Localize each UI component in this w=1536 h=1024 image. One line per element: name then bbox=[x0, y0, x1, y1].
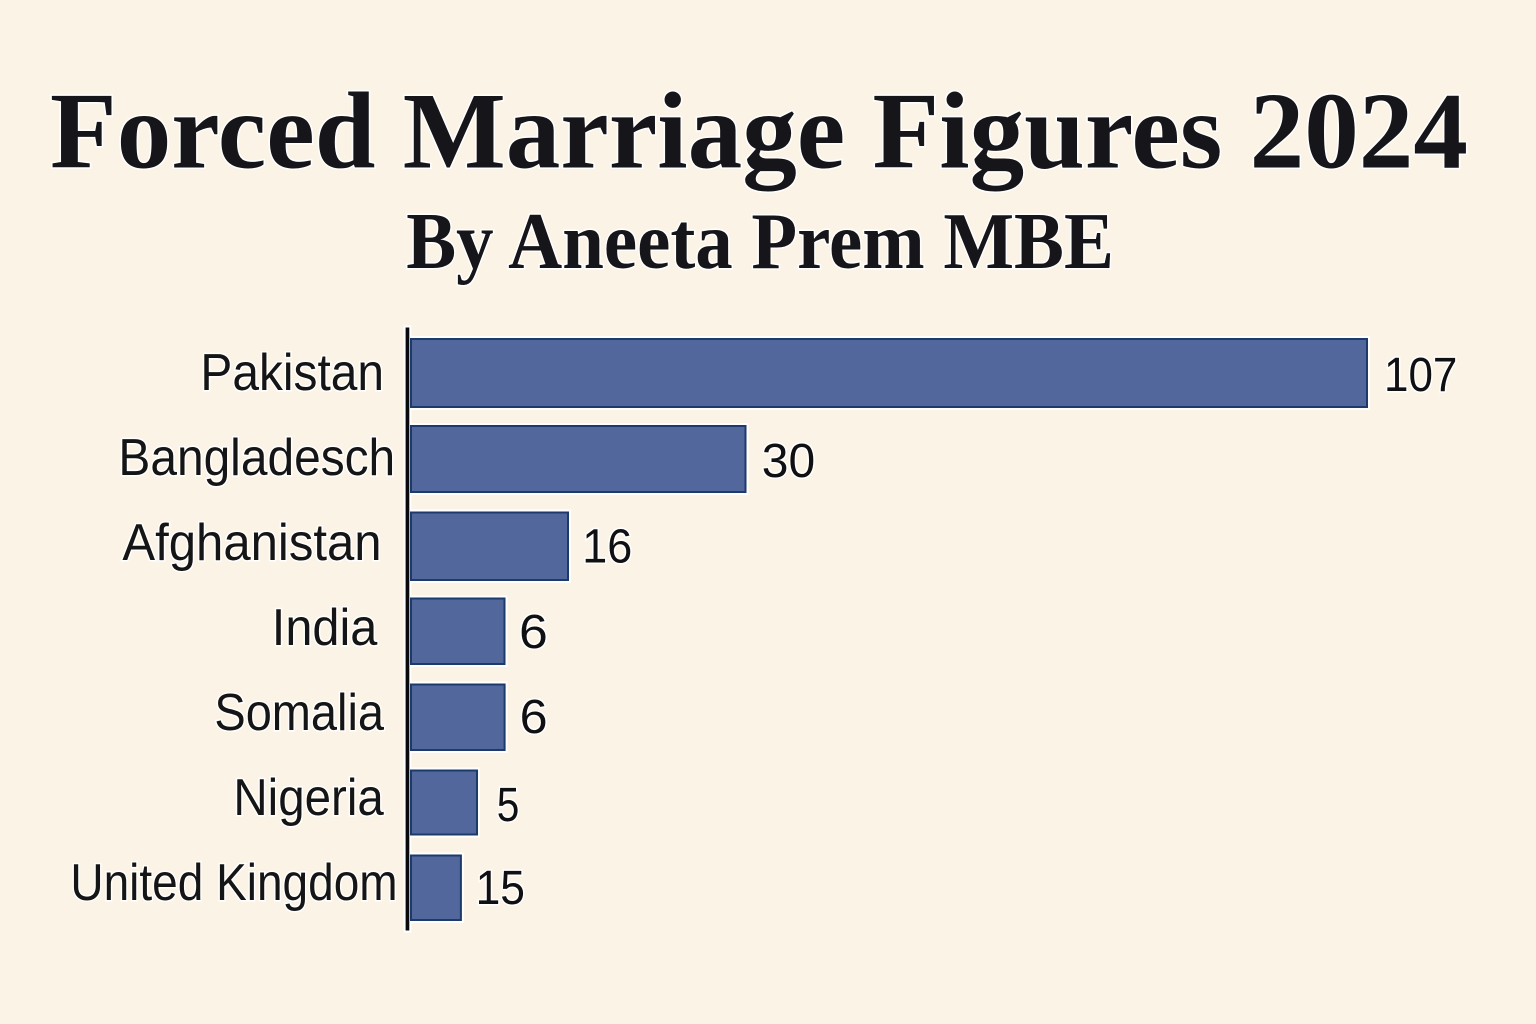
svg-text:By Aneeta Prem MBE: By Aneeta Prem MBE bbox=[406, 198, 1114, 286]
svg-text:30: 30 bbox=[762, 435, 815, 488]
svg-text:6: 6 bbox=[519, 606, 548, 659]
svg-text:Nigeria: Nigeria bbox=[233, 768, 384, 826]
svg-text:Forced Marriage Figures 2024: Forced Marriage Figures 2024 bbox=[50, 71, 1468, 192]
svg-text:6: 6 bbox=[520, 691, 548, 744]
svg-text:Somalia: Somalia bbox=[214, 683, 384, 741]
svg-text:India: India bbox=[272, 598, 378, 656]
svg-text:107: 107 bbox=[1384, 349, 1457, 402]
svg-text:16: 16 bbox=[582, 521, 632, 574]
svg-text:United Kingdom: United Kingdom bbox=[70, 853, 397, 911]
svg-text:15: 15 bbox=[476, 862, 525, 915]
svg-text:Bangladesch: Bangladesch bbox=[118, 428, 395, 486]
svg-text:5: 5 bbox=[497, 779, 520, 832]
svg-text:Afghanistan: Afghanistan bbox=[122, 513, 381, 571]
svg-text:Pakistan: Pakistan bbox=[200, 343, 384, 401]
